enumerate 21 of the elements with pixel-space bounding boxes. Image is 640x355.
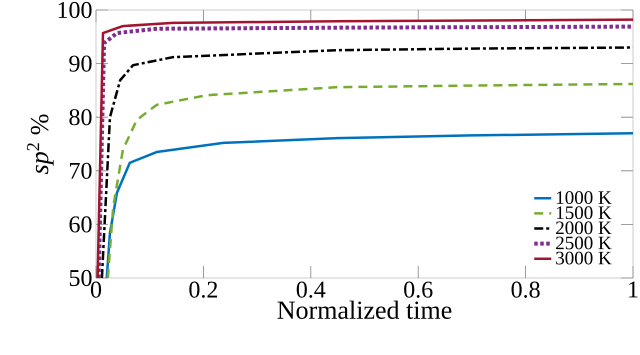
x-tick-label: 0.2 bbox=[189, 282, 218, 298]
y-tick-label: 90 bbox=[69, 55, 92, 72]
y-tick-label: 70 bbox=[70, 162, 92, 179]
x-tick-label: 0.6 bbox=[404, 282, 432, 298]
line-series bbox=[105, 132, 634, 278]
y-tick-label: 50 bbox=[70, 270, 92, 286]
legend-label: 2500 K bbox=[556, 236, 612, 250]
y-tick-label: 100 bbox=[58, 2, 92, 18]
line-series bbox=[106, 82, 634, 278]
x-tick-label: 0.8 bbox=[512, 282, 540, 298]
x-axis-title: Normalized time bbox=[278, 300, 452, 319]
y-tick-label: 80 bbox=[69, 109, 92, 126]
legend-label: 1000 K bbox=[556, 191, 612, 204]
legend-label: 1500 K bbox=[556, 206, 612, 220]
y-axis-title: sp$^{2}$ % bbox=[27, 114, 54, 174]
x-tick-label: 0 bbox=[90, 282, 102, 298]
legend-label: 2000 K bbox=[556, 221, 612, 234]
x-tick-label: 1 bbox=[629, 282, 638, 298]
x-tick-label: 0.4 bbox=[296, 282, 326, 298]
legend-label: 3000 K bbox=[556, 252, 612, 264]
y-tick-label: 60 bbox=[70, 216, 92, 232]
